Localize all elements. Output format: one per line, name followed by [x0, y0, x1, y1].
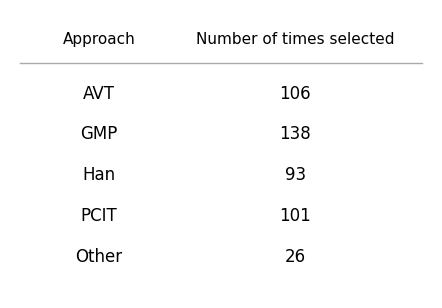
Text: Number of times selected: Number of times selected [196, 32, 394, 47]
Text: 26: 26 [285, 248, 306, 266]
Text: AVT: AVT [83, 84, 115, 103]
Text: Other: Other [75, 248, 122, 266]
Text: 101: 101 [279, 207, 311, 225]
Text: GMP: GMP [80, 125, 118, 143]
Text: 138: 138 [279, 125, 311, 143]
Text: PCIT: PCIT [80, 207, 117, 225]
Text: 106: 106 [279, 84, 311, 103]
Text: Approach: Approach [62, 32, 135, 47]
Text: Han: Han [82, 166, 115, 184]
Text: 93: 93 [285, 166, 306, 184]
